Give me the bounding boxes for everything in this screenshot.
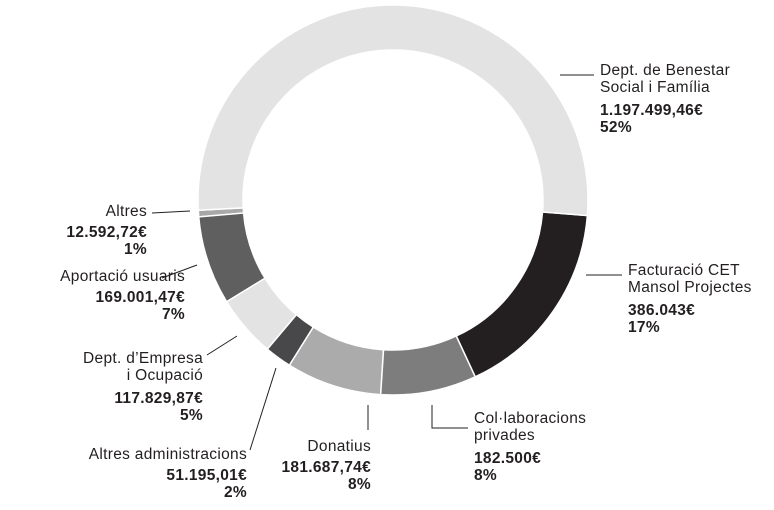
label-amount: 1.197.499,46€ bbox=[600, 102, 704, 119]
leader-line bbox=[249, 367, 277, 451]
label-percent: 1% bbox=[123, 241, 147, 258]
label-name: Aportació usuaris bbox=[60, 268, 185, 285]
label-percent: 52% bbox=[600, 119, 632, 136]
leader-line bbox=[151, 210, 191, 214]
label-percent: 7% bbox=[161, 306, 185, 323]
segment-label: Altres administracions 51.195,01€ 2% bbox=[89, 446, 247, 501]
leader-lines bbox=[151, 74, 622, 451]
donut-segment bbox=[225, 277, 298, 351]
label-name: Dept. d’Empresa i Ocupació bbox=[83, 350, 203, 384]
leader-line bbox=[161, 264, 198, 279]
segment-label: Col·laboracions privades 182.500€ 8% bbox=[474, 410, 586, 484]
donut-segment bbox=[197, 212, 267, 303]
segment-label: Donatius 181.687,74€ 8% bbox=[282, 438, 372, 493]
label-amount: 117.829,87€ bbox=[114, 390, 203, 407]
leader-line bbox=[431, 405, 468, 429]
segment-label: Facturació CET Mansol Projectes 386.043€ 1… bbox=[628, 262, 752, 336]
segment-label: Dept. d’Empresa i Ocupació 117.829,87€ 5% bbox=[83, 350, 203, 424]
donut-segment bbox=[266, 313, 315, 367]
label-percent: 8% bbox=[347, 476, 371, 493]
label-percent: 17% bbox=[628, 319, 660, 336]
label-amount: 169.001,47€ bbox=[95, 289, 185, 306]
donut-segment bbox=[379, 334, 477, 396]
label-name: Col·laboracions privades bbox=[474, 410, 587, 444]
label-amount: 12.592,72€ bbox=[66, 224, 147, 241]
label-name: Facturació CET Mansol Projectes bbox=[628, 262, 752, 296]
label-name: Altres administracions bbox=[88, 446, 247, 463]
label-amount: 386.043€ bbox=[628, 302, 696, 319]
label-amount: 182.500€ bbox=[474, 450, 542, 467]
label-amount: 181.687,74€ bbox=[281, 459, 371, 476]
label-percent: 5% bbox=[179, 407, 203, 424]
label-name: Altres bbox=[105, 203, 147, 220]
label-name: Donatius bbox=[307, 438, 371, 455]
donut-segment bbox=[197, 4, 589, 217]
donut-segment bbox=[288, 326, 385, 396]
segment-label: Dept. de Benestar Social i Família 1.197.… bbox=[600, 62, 730, 136]
leader-line bbox=[206, 335, 238, 356]
segment-label: Altres 12.592,72€ 1% bbox=[66, 203, 147, 258]
donut-segment bbox=[455, 211, 589, 378]
label-name: Dept. de Benestar Social i Família bbox=[600, 62, 731, 96]
segment-label: Aportació usuaris 169.001,47€ 7% bbox=[60, 268, 185, 323]
label-amount: 51.195,01€ bbox=[166, 467, 247, 484]
label-percent: 2% bbox=[223, 484, 247, 501]
label-percent: 8% bbox=[474, 467, 498, 484]
